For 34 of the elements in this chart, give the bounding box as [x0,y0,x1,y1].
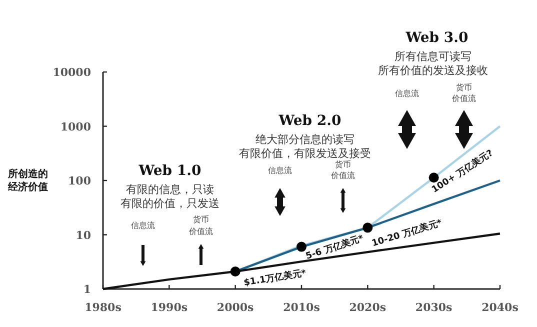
x-tick-label: 2040s [482,301,518,314]
annotation: Web 2.0 [278,113,342,129]
annotation: 有限的价值，只发送 [120,197,220,210]
annotation: $1.1万亿美元* [243,268,308,288]
annotation: 有限价值，有限发送及接受 [239,147,371,160]
x-tick-label: 1980s [84,301,122,314]
x-tick-label: 2020s [349,301,386,314]
x-tick-label: 2000s [216,301,254,314]
annotation: 5-6 万亿美元* [304,232,366,262]
y-axis-title: 所创造的经济价值 [7,168,48,193]
y-tick-label: 10000 [52,66,92,79]
annotation: 价值流 [330,171,355,180]
annotation: 货币 [193,215,209,224]
y-tick-label: 10 [76,228,92,242]
x-tick-label: 2010s [283,301,320,314]
annotation: 有限的信息，只读 [126,183,214,196]
y-tick-label: 1 [83,283,91,296]
y-tick-label: 1000 [60,120,92,134]
annotation: 信息流 [131,221,155,230]
annotation: 所有价值的发送及接收 [378,64,488,77]
annotation: 货币 [456,83,472,92]
annotation: 价值流 [188,227,213,236]
x-tick-label: 2030s [415,301,452,314]
annotation: Web 1.0 [138,163,202,179]
annotation: 信息流 [395,89,419,98]
x-tick-label: 1990s [150,301,188,314]
annotation: 信息流 [268,166,292,175]
annotation: 10-20 万亿美元* [370,217,444,250]
text: 所有信息可读写 [394,50,472,63]
annotation: 货币 [335,160,351,169]
text: Web 3.0 [404,30,469,46]
annotation: 价值流 [451,94,476,103]
annotation: 绝大部分信息的读写 [256,133,354,146]
y-tick-label: 100 [68,174,92,188]
